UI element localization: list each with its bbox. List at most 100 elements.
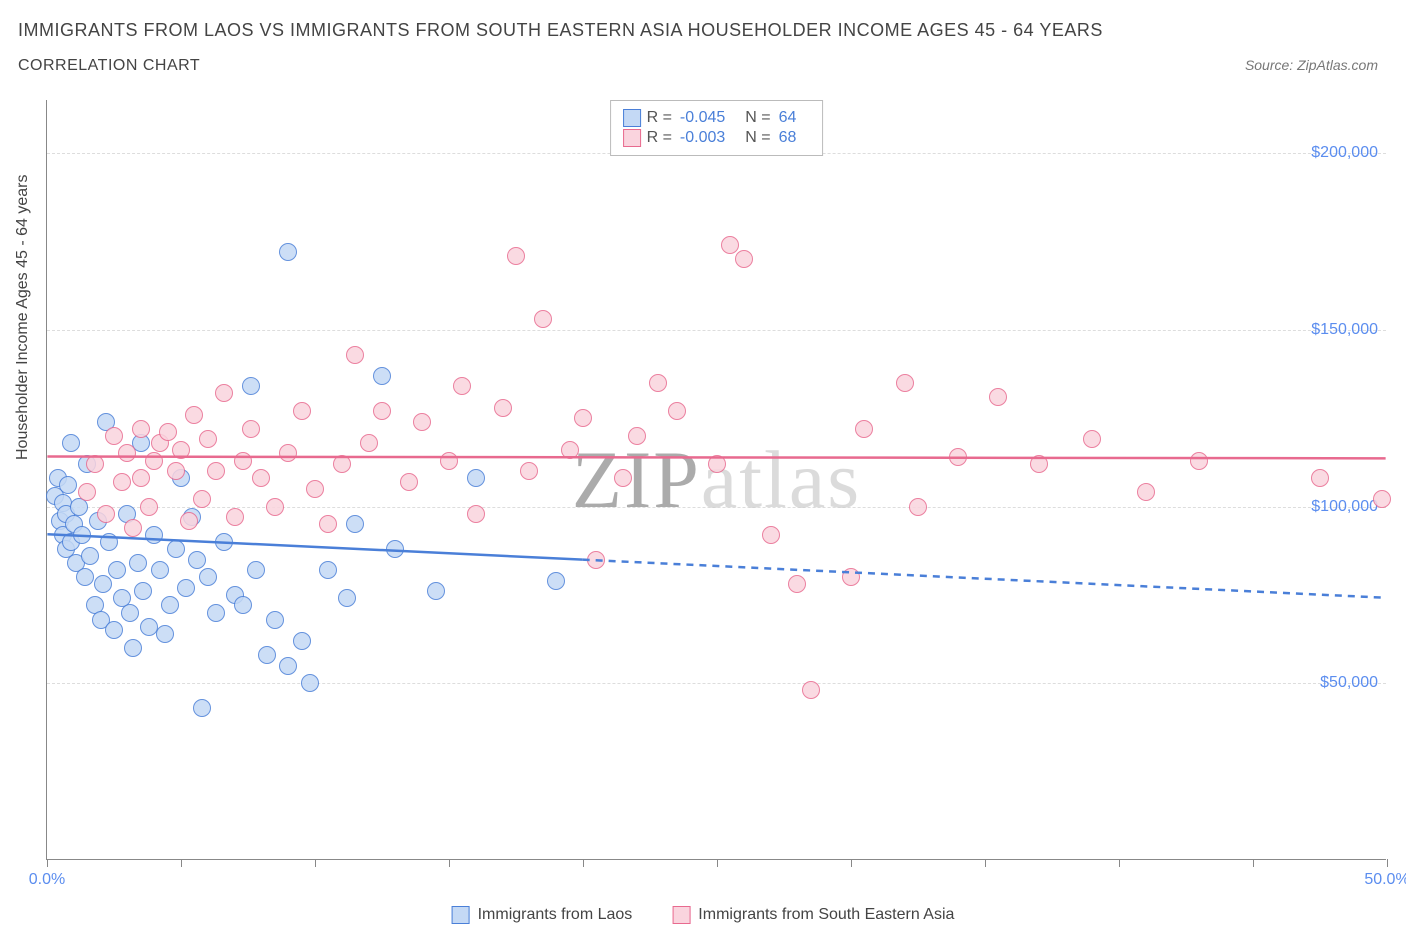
scatter-point [909, 498, 927, 516]
scatter-point [73, 526, 91, 544]
scatter-point [105, 621, 123, 639]
x-tick [851, 859, 852, 867]
scatter-point [346, 346, 364, 364]
x-tick [47, 859, 48, 867]
scatter-point [258, 646, 276, 664]
scatter-point [319, 515, 337, 533]
scatter-point [193, 699, 211, 717]
scatter-point [1311, 469, 1329, 487]
scatter-point [373, 367, 391, 385]
source-credit: Source: ZipAtlas.com [1245, 57, 1388, 73]
scatter-point [520, 462, 538, 480]
scatter-point [279, 657, 297, 675]
r-value-1: -0.003 [680, 129, 725, 147]
scatter-point [105, 427, 123, 445]
r-label-1: R = [647, 129, 672, 147]
r-value-0: -0.045 [680, 109, 725, 127]
scatter-point [333, 455, 351, 473]
scatter-point [81, 547, 99, 565]
y-tick-label: $200,000 [1311, 144, 1378, 162]
scatter-point [386, 540, 404, 558]
scatter-point [507, 247, 525, 265]
x-tick [1387, 859, 1388, 867]
scatter-point [242, 420, 260, 438]
scatter-point [108, 561, 126, 579]
scatter-point [467, 505, 485, 523]
source-prefix: Source: [1245, 57, 1297, 73]
chart-subtitle: CORRELATION CHART [18, 57, 200, 75]
scatter-point [215, 533, 233, 551]
scatter-point [279, 444, 297, 462]
x-tick [181, 859, 182, 867]
scatter-point [132, 469, 150, 487]
scatter-point [668, 402, 686, 420]
gridline-h [47, 683, 1386, 684]
scatter-point [97, 505, 115, 523]
swatch-sea-bottom [672, 906, 690, 924]
x-tick [583, 859, 584, 867]
title-block: IMMIGRANTS FROM LAOS VS IMMIGRANTS FROM … [0, 0, 1406, 75]
n-value-1: 68 [779, 129, 797, 147]
scatter-point [1190, 452, 1208, 470]
legend-row-laos: R = -0.045 N = 64 [623, 109, 811, 127]
scatter-point [306, 480, 324, 498]
y-tick-label: $150,000 [1311, 321, 1378, 339]
scatter-point [188, 551, 206, 569]
y-tick-label: $50,000 [1320, 674, 1378, 692]
x-tick-label: 0.0% [29, 871, 65, 889]
y-axis-label: Householder Income Ages 45 - 64 years [14, 175, 32, 461]
scatter-point [207, 462, 225, 480]
scatter-point [207, 604, 225, 622]
scatter-point [440, 452, 458, 470]
scatter-point [319, 561, 337, 579]
scatter-point [159, 423, 177, 441]
scatter-point [547, 572, 565, 590]
scatter-point [161, 596, 179, 614]
scatter-point [199, 568, 217, 586]
gridline-h [47, 507, 1386, 508]
scatter-point [360, 434, 378, 452]
scatter-point [1030, 455, 1048, 473]
scatter-point [100, 533, 118, 551]
scatter-point [215, 384, 233, 402]
scatter-point [400, 473, 418, 491]
scatter-point [78, 483, 96, 501]
scatter-point [177, 579, 195, 597]
scatter-point [989, 388, 1007, 406]
trend-lines [47, 100, 1386, 859]
scatter-point [118, 444, 136, 462]
scatter-point [76, 568, 94, 586]
scatter-point [427, 582, 445, 600]
scatter-point [234, 452, 252, 470]
scatter-point [534, 310, 552, 328]
scatter-point [614, 469, 632, 487]
x-tick [1253, 859, 1254, 867]
scatter-point [129, 554, 147, 572]
scatter-point [124, 639, 142, 657]
scatter-point [338, 589, 356, 607]
scatter-point [574, 409, 592, 427]
scatter-point [185, 406, 203, 424]
scatter-point [788, 575, 806, 593]
chart-title: IMMIGRANTS FROM LAOS VS IMMIGRANTS FROM … [18, 20, 1388, 41]
scatter-point [156, 625, 174, 643]
legend-label-1: Immigrants from South Eastern Asia [698, 906, 954, 924]
n-label-0: N = [745, 109, 770, 127]
scatter-point [301, 674, 319, 692]
scatter-point [293, 632, 311, 650]
scatter-point [735, 250, 753, 268]
scatter-point [346, 515, 364, 533]
scatter-point [145, 526, 163, 544]
scatter-point [121, 604, 139, 622]
chart-plot-area: ZIPatlas R = -0.045 N = 64 R = -0.003 N … [46, 100, 1386, 860]
scatter-point [494, 399, 512, 417]
scatter-point [242, 377, 260, 395]
x-tick [449, 859, 450, 867]
scatter-point [467, 469, 485, 487]
scatter-point [949, 448, 967, 466]
scatter-point [94, 575, 112, 593]
x-tick [1119, 859, 1120, 867]
legend-label-0: Immigrants from Laos [478, 906, 633, 924]
watermark-light: atlas [701, 434, 861, 525]
scatter-point [293, 402, 311, 420]
